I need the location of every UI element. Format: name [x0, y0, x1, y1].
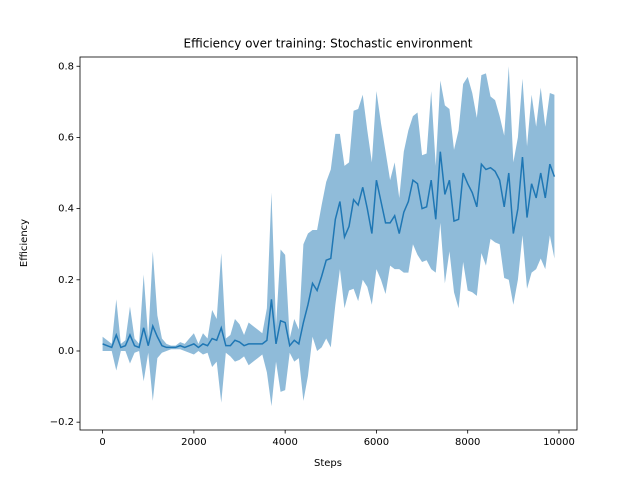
x-tick-label: 10000: [543, 437, 575, 448]
line: [102, 151, 556, 349]
error-band: [102, 66, 555, 407]
y-tick-label: 0.2: [58, 275, 74, 286]
chart-title: Efficiency over training: Stochastic env…: [184, 37, 473, 51]
x-tick-label: 0: [99, 437, 105, 448]
y-tick-label: −0.2: [50, 417, 74, 428]
y-tick-label: 0.0: [58, 346, 74, 357]
x-axis-label: Steps: [314, 458, 342, 469]
y-axis-label: Efficiency: [19, 219, 30, 267]
y-tick-label: 0.8: [58, 61, 74, 72]
y-tick-label: 0.6: [58, 132, 74, 143]
x-tick-label: 6000: [364, 437, 389, 448]
x-tick-label: 2000: [181, 437, 206, 448]
y-tick-label: 0.4: [58, 204, 74, 215]
x-tick-label: 8000: [455, 437, 480, 448]
x-tick-label: 4000: [272, 437, 297, 448]
plot-frame: [79, 56, 578, 431]
